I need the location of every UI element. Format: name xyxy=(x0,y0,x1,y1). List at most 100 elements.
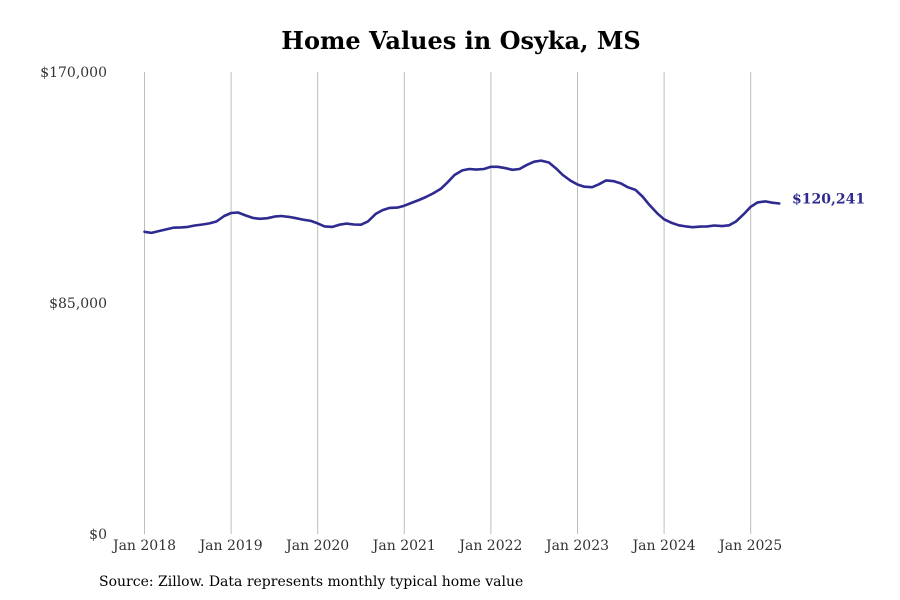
data-point xyxy=(150,232,152,234)
data-point xyxy=(367,220,369,222)
data-point xyxy=(143,231,145,233)
x-tick-label: Jan 2025 xyxy=(717,538,782,554)
data-point xyxy=(353,223,355,225)
data-point xyxy=(440,188,442,190)
source-note: Source: Zillow. Data represents monthly … xyxy=(99,574,524,590)
data-point xyxy=(446,181,448,183)
data-point xyxy=(699,225,701,227)
data-point xyxy=(403,205,405,207)
data-point xyxy=(656,212,658,214)
x-axis-tick-labels: Jan 2018 Jan 2019 Jan 2020 Jan 2021 Jan 2022… xyxy=(111,538,782,554)
data-point xyxy=(692,226,694,228)
data-point xyxy=(345,222,347,224)
data-point xyxy=(302,218,304,220)
data-point xyxy=(245,214,247,216)
data-point xyxy=(468,168,470,170)
data-point xyxy=(526,164,528,166)
data-point xyxy=(360,224,362,226)
data-point xyxy=(648,204,650,206)
data-point xyxy=(540,159,542,161)
data-point xyxy=(483,168,485,170)
data-point xyxy=(165,228,167,230)
data-point xyxy=(461,169,463,171)
data-point xyxy=(317,222,319,224)
data-point xyxy=(685,225,687,227)
data-point xyxy=(208,222,210,224)
data-point xyxy=(425,196,427,198)
data-point xyxy=(237,211,239,213)
data-point xyxy=(511,169,513,171)
data-point xyxy=(273,215,275,217)
y-tick-label: $85,000 xyxy=(49,296,107,312)
x-tick-label: Jan 2020 xyxy=(284,538,349,554)
data-point xyxy=(252,217,254,219)
data-point xyxy=(706,225,708,227)
data-point xyxy=(750,206,752,208)
data-point xyxy=(641,195,643,197)
data-point xyxy=(375,213,377,215)
x-tick-label: Jan 2024 xyxy=(631,538,696,554)
data-point xyxy=(266,217,268,219)
data-point xyxy=(598,183,600,185)
data-point xyxy=(331,226,333,228)
data-point xyxy=(634,189,636,191)
series-home-value xyxy=(143,159,781,235)
data-point xyxy=(721,225,723,227)
x-tick-label: Jan 2022 xyxy=(457,538,522,554)
home-value-line xyxy=(143,159,781,235)
data-point xyxy=(215,220,217,222)
data-point xyxy=(735,220,737,222)
data-point xyxy=(497,166,499,168)
end-value-label: $120,241 xyxy=(792,192,865,208)
data-point xyxy=(548,161,550,163)
data-point xyxy=(158,230,160,232)
data-point xyxy=(562,174,564,176)
data-point xyxy=(620,182,622,184)
data-point xyxy=(583,186,585,188)
data-point xyxy=(310,220,312,222)
x-tick-label: Jan 2019 xyxy=(198,538,263,554)
data-point xyxy=(756,201,758,203)
data-point xyxy=(490,166,492,168)
data-point xyxy=(259,218,261,220)
data-point xyxy=(591,186,593,188)
data-point xyxy=(194,224,196,226)
y-tick-label: $0 xyxy=(89,527,107,543)
data-point xyxy=(569,180,571,182)
data-point xyxy=(295,217,297,219)
data-point xyxy=(410,202,412,204)
end-value-annotation: $120,241 xyxy=(792,192,865,208)
data-point xyxy=(613,180,615,182)
x-tick-label: Jan 2018 xyxy=(111,538,176,554)
data-point xyxy=(418,199,420,201)
data-point xyxy=(555,167,557,169)
data-point xyxy=(475,168,477,170)
data-point xyxy=(381,209,383,211)
data-point xyxy=(280,215,282,217)
data-point xyxy=(201,223,203,225)
vertical-gridlines xyxy=(144,72,752,534)
data-point xyxy=(533,161,535,163)
data-point xyxy=(288,216,290,218)
x-tick-label: Jan 2023 xyxy=(544,538,609,554)
chart-title: Home Values in Osyka, MS xyxy=(281,26,641,55)
data-point xyxy=(771,202,773,204)
x-tick-label: Jan 2021 xyxy=(371,538,436,554)
data-point xyxy=(605,179,607,181)
data-point xyxy=(627,186,629,188)
data-point xyxy=(713,224,715,226)
data-point xyxy=(518,168,520,170)
y-tick-label: $170,000 xyxy=(40,65,107,81)
data-point xyxy=(187,226,189,228)
data-point xyxy=(223,215,225,217)
data-point xyxy=(396,206,398,208)
data-point xyxy=(670,221,672,223)
data-point xyxy=(432,192,434,194)
data-point xyxy=(338,224,340,226)
data-point xyxy=(743,213,745,215)
data-point xyxy=(388,207,390,209)
data-point xyxy=(180,226,182,228)
data-point xyxy=(764,200,766,202)
data-point xyxy=(778,202,780,204)
